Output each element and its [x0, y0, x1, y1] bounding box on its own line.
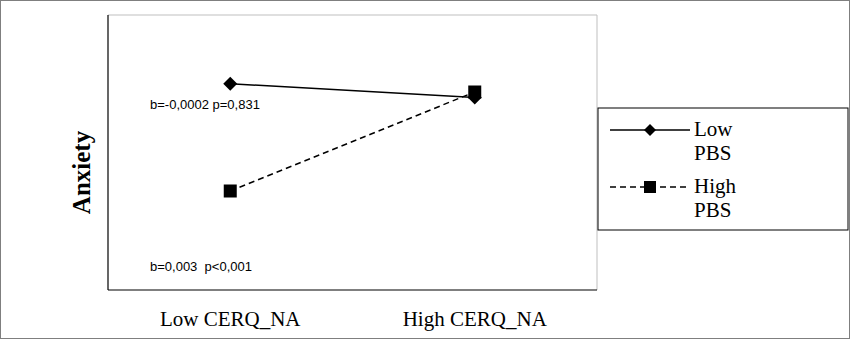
- x-axis: [108, 289, 597, 290]
- plot-area: [223, 77, 482, 198]
- chart: Low CERQ_NA High CERQ_NA Anxiety b=-0,0002 …: [0, 0, 850, 339]
- legend-label: LowPBS: [694, 117, 733, 165]
- y-axis-label: Anxiety: [68, 130, 95, 214]
- legend-box: [598, 108, 848, 230]
- x-tick-label: High CERQ_NA: [403, 307, 548, 331]
- outer-frame: [1, 1, 850, 339]
- legend-label: HighPBS: [694, 174, 737, 222]
- annotation: b=0,003 p<0,001: [150, 259, 252, 274]
- series-line: [230, 92, 475, 191]
- marker: [224, 185, 237, 198]
- series-line: [230, 84, 475, 98]
- plot-frame: [108, 15, 597, 290]
- y-axis: [107, 15, 108, 290]
- x-tick-label: Low CERQ_NA: [160, 307, 301, 331]
- marker: [223, 77, 237, 91]
- marker: [468, 86, 481, 99]
- legend-marker: [644, 124, 656, 136]
- annotation: b=-0,0002 p=0,831: [150, 97, 260, 112]
- legend-marker: [644, 181, 656, 193]
- legend: LowPBS HighPBS: [598, 108, 848, 230]
